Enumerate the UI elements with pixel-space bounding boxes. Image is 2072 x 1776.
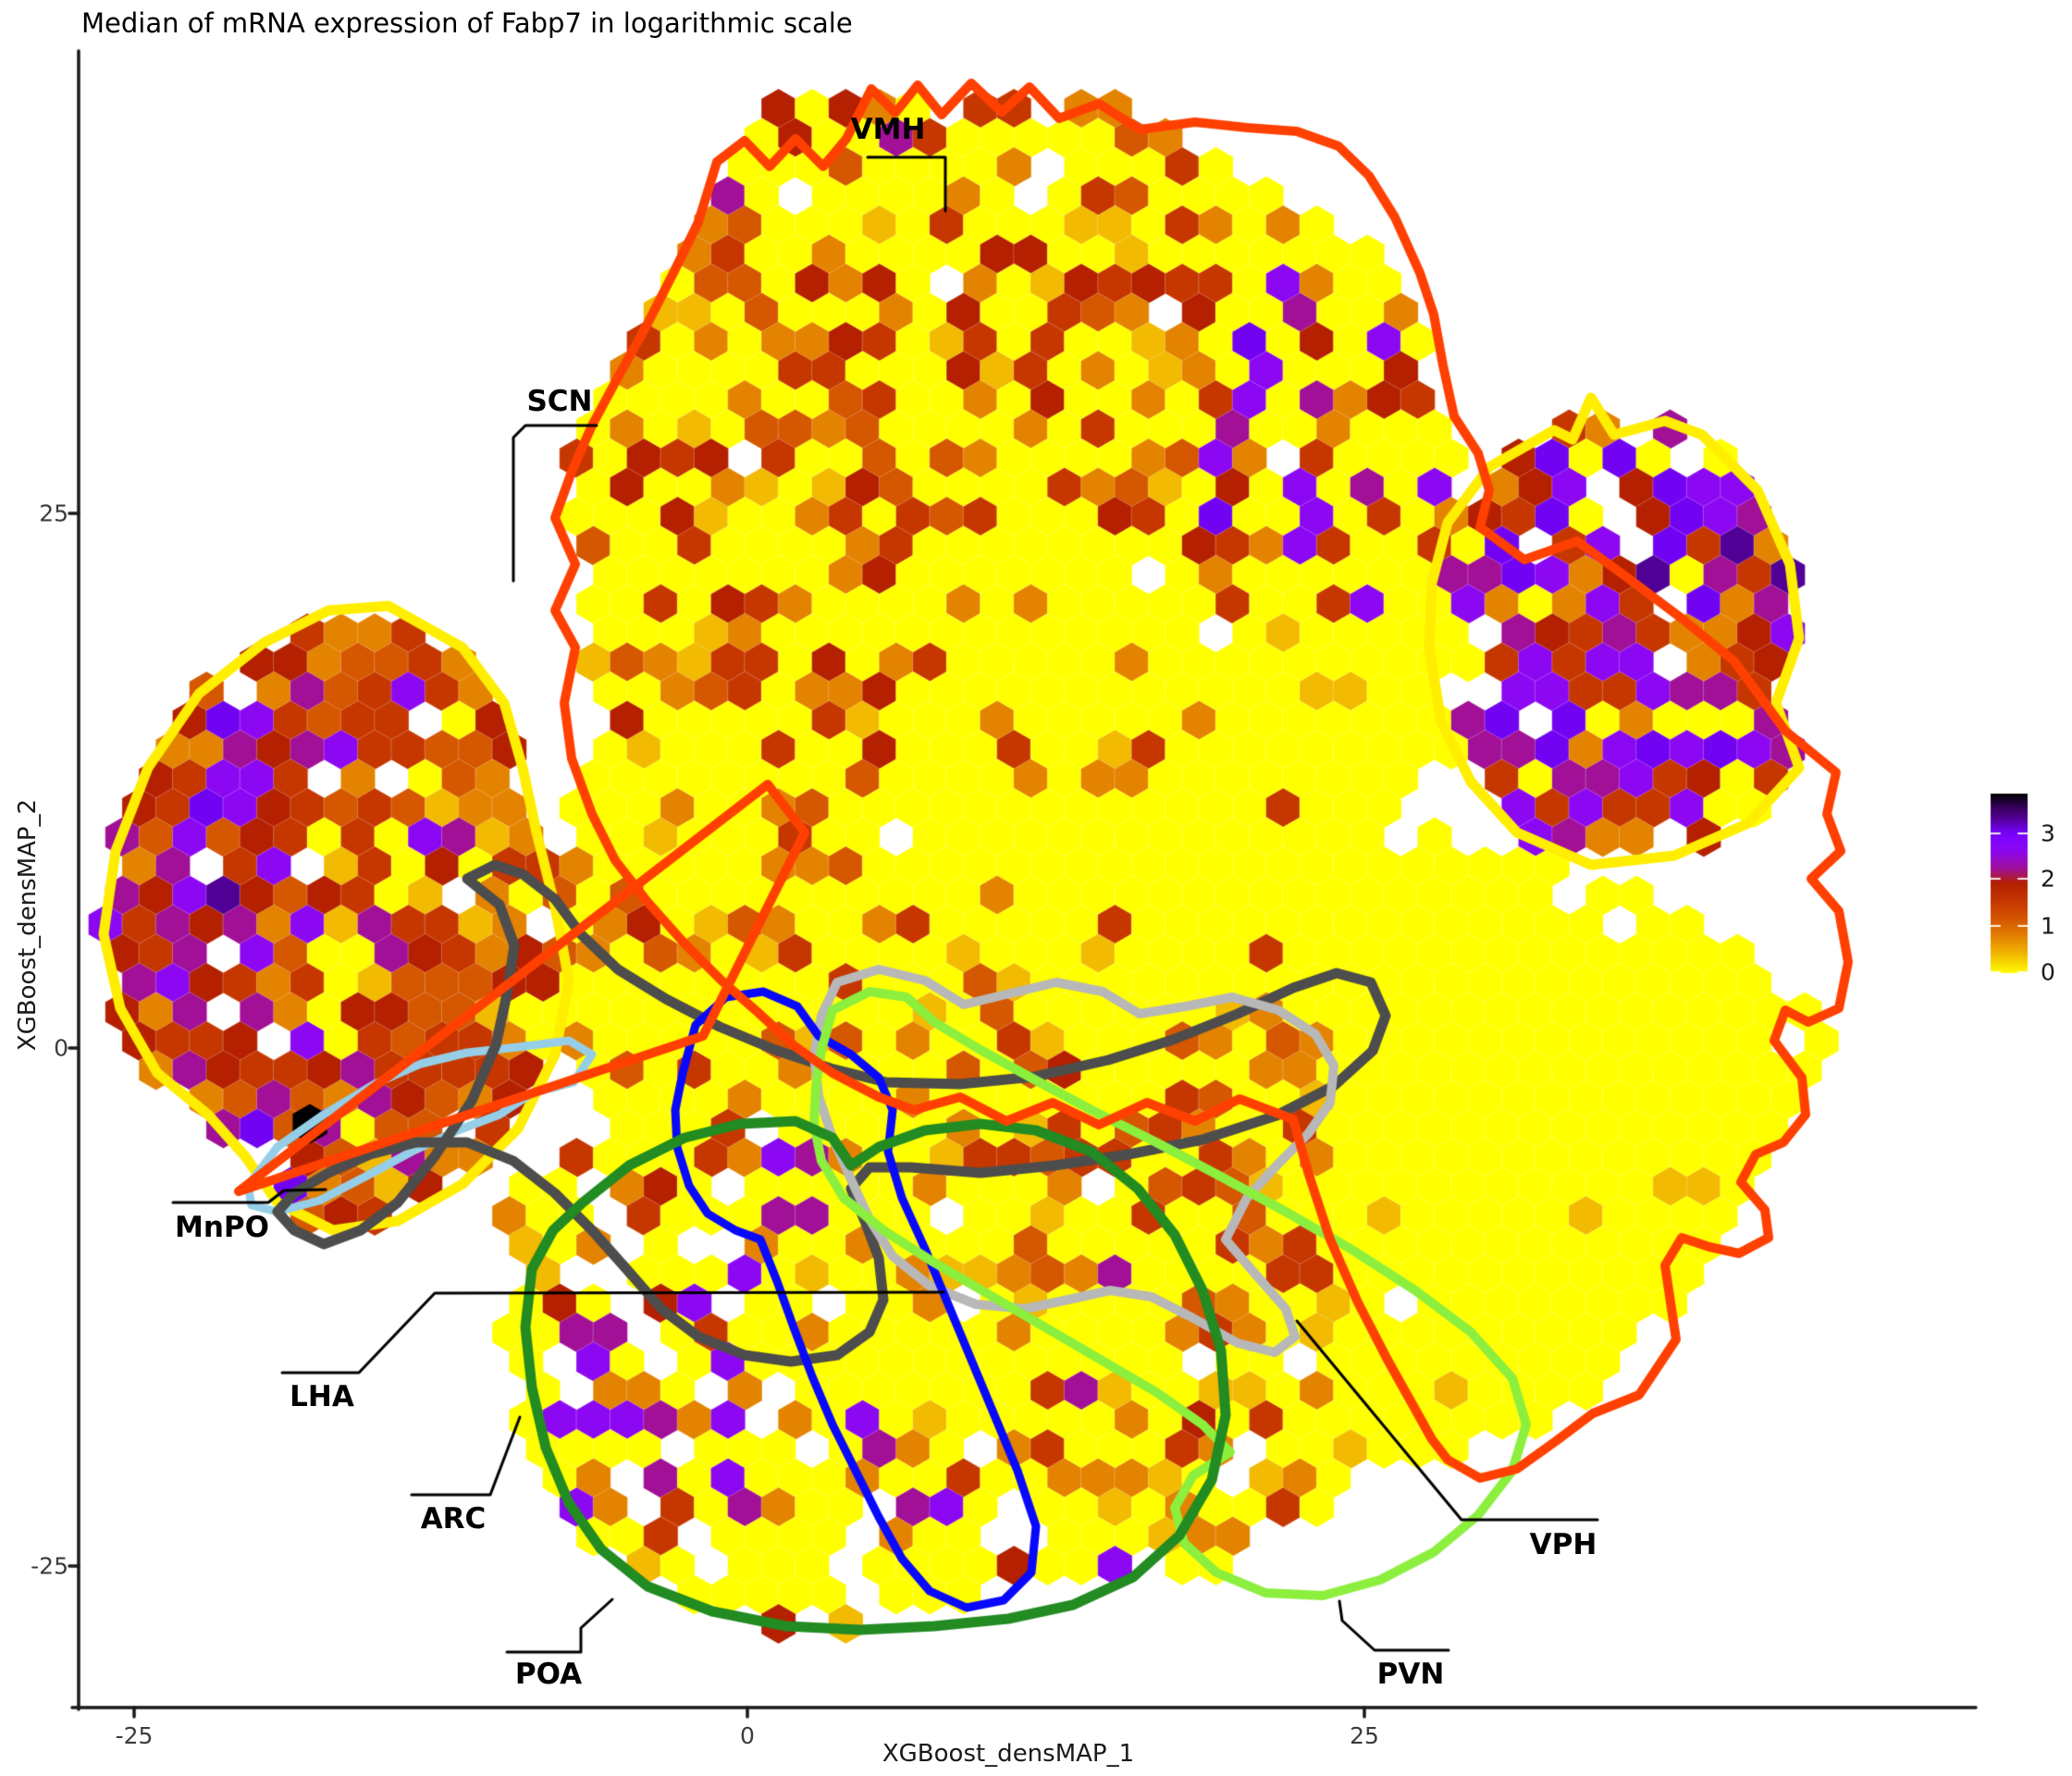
y-axis-label: XGBoost_densMAP_2 xyxy=(14,798,42,1052)
x-axis-label: XGBoost_densMAP_1 xyxy=(882,1740,1135,1768)
colorbar-tick-0: 0 xyxy=(2041,958,2055,986)
colorbar-tick-1: 1 xyxy=(2041,912,2055,940)
colorbar-tick-2: 2 xyxy=(2041,865,2055,893)
x-tick-label-25: 25 xyxy=(1350,1722,1379,1749)
region-label-vmh: VMH xyxy=(850,113,926,146)
region-label-vph: VPH xyxy=(1529,1528,1597,1561)
y-tick-label-25: 25 xyxy=(39,500,68,527)
region-label-arc: ARC xyxy=(420,1502,487,1536)
region-label-lha: LHA xyxy=(290,1380,354,1413)
y-tick-label-neg25: -25 xyxy=(31,1552,68,1580)
colorbar-tick-3: 3 xyxy=(2041,820,2055,847)
region-label-pvn: PVN xyxy=(1376,1658,1445,1691)
region-label-scn: SCN xyxy=(526,385,593,418)
region-label-mnpo: MnPO xyxy=(175,1211,269,1244)
chart-title: Median of mRNA expression of Fabp7 in lo… xyxy=(81,7,853,39)
region-label-poa: POA xyxy=(514,1658,583,1691)
y-tick-label-0: 0 xyxy=(54,1034,68,1062)
x-tick-label-0: 0 xyxy=(740,1722,755,1749)
x-tick-label-neg25: -25 xyxy=(115,1722,154,1749)
